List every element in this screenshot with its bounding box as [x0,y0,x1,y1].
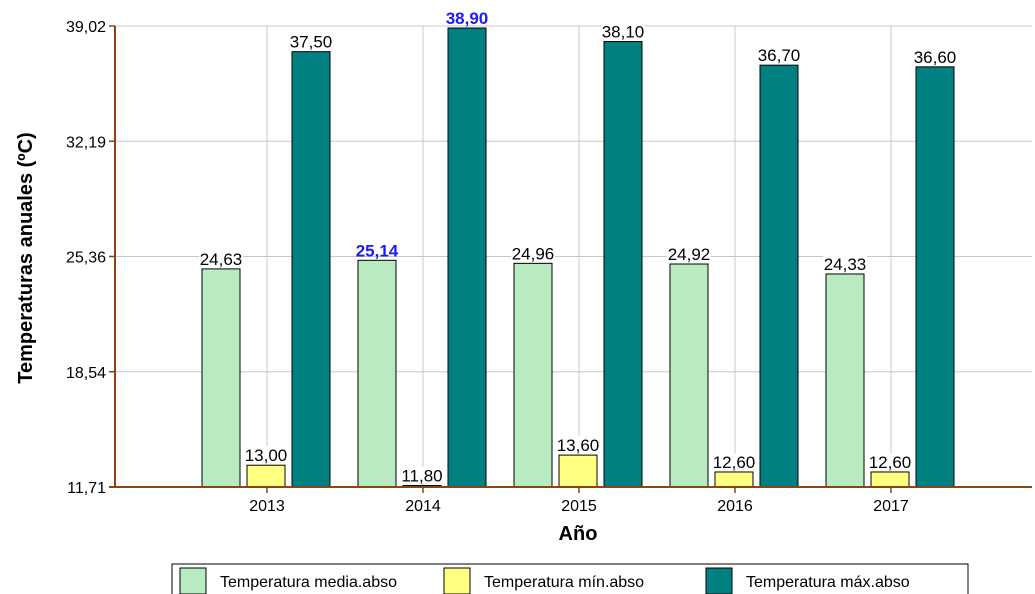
data-label-background [511,244,555,262]
legend: Temperatura media.abso Temperatura mín.ab… [171,563,969,594]
bar [825,273,865,488]
bar [870,471,910,488]
data-label-background [712,452,756,470]
data-label: 13,00 [245,446,288,465]
data-label: 12,60 [713,453,756,472]
data-label-background [199,249,243,267]
x-tick-label: 2013 [249,498,285,515]
legend-swatch [443,567,471,594]
bar [447,27,487,488]
x-tick-label: 2017 [873,498,909,515]
data-label: 24,33 [824,255,867,274]
data-label: 36,60 [914,48,957,67]
y-tick-label: 11,71 [67,480,106,497]
data-label-background [289,32,333,50]
data-label-background [667,245,711,263]
data-label-background [823,254,867,272]
data-label: 36,70 [758,46,801,65]
bar [246,464,286,488]
x-axis-title: Año [559,523,598,545]
y-tick-label: 39,02 [66,19,106,36]
data-label-background [601,22,645,40]
bar [357,259,397,488]
data-label-background [244,446,288,464]
bar [513,262,553,488]
data-label-background [757,46,801,64]
x-tick-label: 2016 [717,498,753,515]
data-label: 11,80 [401,466,442,485]
legend-swatch [179,567,207,594]
y-tick-label: 25,36 [66,250,106,267]
bar [915,66,955,488]
data-label: 37,50 [290,33,333,52]
x-tick-label: 2014 [405,498,441,515]
x-tick-label: 2015 [561,498,597,515]
data-label: 25,14 [356,241,399,260]
legend-label: Temperatura media.abso [220,574,397,591]
data-label: 38,90 [446,9,489,28]
bar [291,51,331,488]
data-label-background [913,47,957,65]
axes: 11,71 18,54 25,36 32,19 39,02 2013 2014 2015 201… [66,19,1032,515]
legend-label: Temperatura mín.abso [484,574,644,591]
legend-swatch [705,567,733,594]
bar [201,268,241,488]
data-label-background [400,466,444,484]
legend-label: Temperatura máx.abso [746,574,910,591]
bar [759,64,799,488]
grid-lines [115,25,1032,487]
bar [603,41,643,488]
y-tick-label: 18,54 [66,365,106,382]
data-label: 24,92 [668,245,711,264]
bar [714,471,754,488]
y-tick-label: 32,19 [66,134,106,151]
bars [201,27,955,488]
data-labels: 24,63 25,14 24,96 24,92 24,33 13,00 11,80 13,60… [199,9,957,485]
data-label: 38,10 [602,23,645,42]
bar [669,263,709,488]
y-axis-title: Temperaturas anuales (ºC) [15,132,37,383]
data-label: 13,60 [557,436,600,455]
data-label: 24,96 [512,244,555,263]
data-label-background [556,436,600,454]
data-label: 24,63 [200,250,243,269]
bar [558,454,598,488]
data-label: 12,60 [869,453,912,472]
data-label-background [868,452,912,470]
legend-box [171,563,969,594]
